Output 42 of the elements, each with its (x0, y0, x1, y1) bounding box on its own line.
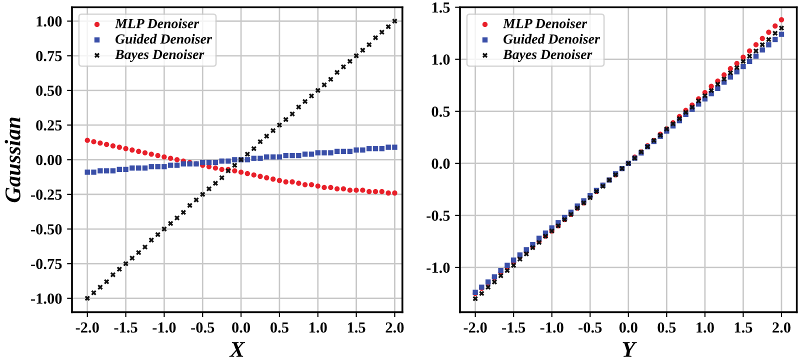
x-tick-label: 2.0 (772, 322, 790, 333)
x-tick-label: 2.0 (386, 322, 404, 333)
x-tick-label: 1.5 (348, 322, 366, 333)
x-tick-label: -1.0 (540, 322, 564, 333)
y-tick-label: 0.50 (36, 86, 62, 96)
x-tick-label: 0.5 (270, 322, 288, 333)
y-tick-label: -0.5 (426, 210, 450, 221)
x-tick-label: -1.5 (502, 322, 526, 333)
x-tick-label: 0.5 (658, 322, 676, 333)
x-tick-label: -1.5 (114, 322, 138, 333)
y-tick-label: 1.5 (432, 2, 450, 13)
x-tick-label: 1.5 (734, 322, 752, 333)
x-tick-label: 1.0 (310, 322, 327, 333)
legend-label: Guided Denoiser (504, 34, 600, 44)
legend-label: Bayes Denoiser (502, 49, 592, 62)
x-tick-label: 0.0 (619, 322, 638, 333)
y-axis-title: Gaussian (4, 118, 20, 202)
x-axis-title: Y (622, 342, 637, 357)
x-tick-label: 0.0 (232, 322, 250, 333)
legend-label: MLP Denoiser (114, 18, 200, 28)
y-tick-label: 0.75 (36, 50, 62, 62)
y-tick-label: 0.25 (36, 120, 62, 131)
y-tick-label: -0.75 (31, 258, 62, 270)
x-tick-label: -0.5 (578, 322, 602, 333)
y-tick-label: -0.25 (31, 190, 62, 200)
x-axis-title: X (229, 342, 246, 357)
legend-label: Guided Denoiser (116, 34, 212, 44)
x-tick-label: -2.0 (76, 322, 99, 333)
y-tick-label: -1.0 (426, 262, 450, 273)
x-tick-label: -2.0 (464, 322, 487, 333)
x-tick-label: -1.0 (152, 322, 176, 333)
y-tick-label: 1.0 (432, 54, 450, 65)
y-tick-label: 0.0 (432, 158, 450, 169)
legend-label: MLP Denoiser (502, 18, 588, 28)
x-tick-label: -0.5 (191, 322, 214, 333)
y-tick-label: 1.00 (36, 16, 62, 27)
legend-label: Bayes Denoiser (114, 49, 204, 62)
x-tick-label: 1.0 (696, 322, 714, 333)
y-tick-label: 0.00 (36, 154, 62, 166)
y-tick-label: -1.00 (31, 293, 62, 304)
y-tick-label: -0.50 (31, 224, 62, 235)
y-tick-label: 0.5 (432, 106, 450, 117)
